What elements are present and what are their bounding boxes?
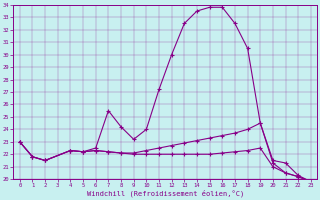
X-axis label: Windchill (Refroidissement éolien,°C): Windchill (Refroidissement éolien,°C) xyxy=(87,190,244,197)
